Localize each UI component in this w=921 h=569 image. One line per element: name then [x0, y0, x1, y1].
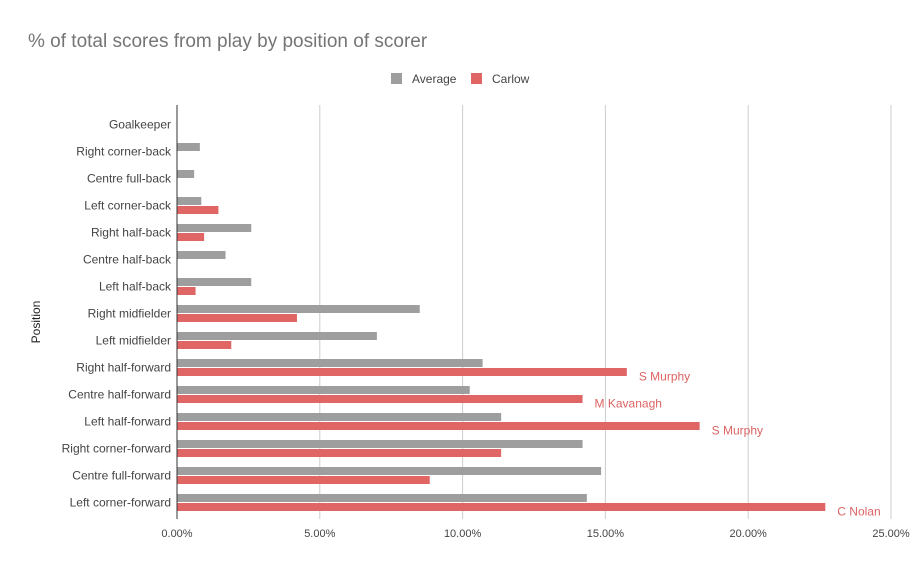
bar-carlow-right-half-back — [177, 233, 205, 241]
data-labels: S Murphy M Kavanagh S Murphy C Nolan — [595, 370, 881, 519]
data-label-left-corner-forward: C Nolan — [837, 505, 880, 519]
bar-carlow-left-half-back — [177, 287, 196, 295]
data-label-left-half-forward: S Murphy — [712, 424, 763, 438]
bar-carlow-centre-half-forward — [177, 395, 583, 403]
category-label-centre-half-back: Centre half-back — [83, 253, 172, 267]
legend-label-average: Average — [412, 72, 457, 86]
bar-average-left-half-back — [177, 278, 252, 286]
bar-average-left-midfielder — [177, 332, 377, 340]
bar-average-right-half-forward — [177, 359, 483, 367]
category-label-right-half-forward: Right half-forward — [76, 361, 171, 375]
category-label-left-corner-back: Left corner-back — [84, 199, 172, 213]
bar-carlow-left-corner-back — [177, 206, 219, 214]
bar-average-right-corner-forward — [177, 440, 583, 448]
data-label-centre-half-forward: M Kavanagh — [595, 397, 662, 411]
category-label-right-corner-forward: Right corner-forward — [62, 442, 171, 456]
category-label-right-half-back: Right half-back — [91, 226, 172, 240]
category-label-goalkeeper: Goalkeeper — [109, 118, 171, 132]
data-label-right-half-forward: S Murphy — [639, 370, 690, 384]
x-tick-label-10: 10.00% — [444, 528, 482, 540]
category-label-left-corner-forward: Left corner-forward — [70, 496, 171, 510]
category-label-right-corner-back: Right corner-back — [76, 145, 172, 159]
category-label-right-midfielder: Right midfielder — [88, 307, 171, 321]
bar-average-right-midfielder — [177, 305, 420, 313]
x-tick-label-5: 5.00% — [304, 528, 335, 540]
y-axis-title: Position — [29, 301, 43, 344]
bar-average-right-corner-back — [177, 143, 200, 151]
bar-average-centre-full-back — [177, 170, 195, 178]
bar-carlow-left-half-forward — [177, 422, 700, 430]
bar-carlow-left-midfielder — [177, 341, 232, 349]
bar-carlow-centre-full-forward — [177, 476, 430, 484]
category-label-centre-half-forward: Centre half-forward — [68, 388, 171, 402]
category-label-centre-full-back: Centre full-back — [87, 172, 172, 186]
bar-carlow-right-corner-forward — [177, 449, 502, 457]
legend-swatch-carlow — [471, 73, 482, 84]
legend: Average Carlow — [391, 72, 530, 86]
bar-carlow-right-midfielder — [177, 314, 297, 322]
bar-carlow-left-corner-forward — [177, 503, 826, 511]
x-tick-labels: 0.00% 5.00% 10.00% 15.00% 20.00% 25.00% — [161, 528, 909, 540]
bar-carlow-right-half-forward — [177, 368, 627, 376]
bars — [177, 143, 826, 511]
category-label-left-midfielder: Left midfielder — [96, 334, 171, 348]
x-tick-label-0: 0.00% — [161, 528, 192, 540]
legend-label-carlow: Carlow — [492, 72, 530, 86]
category-labels: Goalkeeper Right corner-back Centre full-b… — [62, 118, 172, 510]
bar-average-left-half-forward — [177, 413, 502, 421]
bar-average-centre-full-forward — [177, 467, 602, 475]
bar-average-right-half-back — [177, 224, 252, 232]
category-label-left-half-back: Left half-back — [99, 280, 172, 294]
bar-average-centre-half-forward — [177, 386, 470, 394]
category-label-centre-full-forward: Centre full-forward — [72, 469, 171, 483]
category-label-left-half-forward: Left half-forward — [84, 415, 171, 429]
legend-swatch-average — [391, 73, 402, 84]
bar-average-left-corner-forward — [177, 494, 587, 502]
x-tick-label-25: 25.00% — [872, 528, 910, 540]
bar-average-centre-half-back — [177, 251, 226, 259]
x-tick-label-15: 15.00% — [587, 528, 625, 540]
chart-title: % of total scores from play by position … — [28, 31, 428, 52]
bar-average-left-corner-back — [177, 197, 202, 205]
x-tick-label-20: 20.00% — [730, 528, 768, 540]
